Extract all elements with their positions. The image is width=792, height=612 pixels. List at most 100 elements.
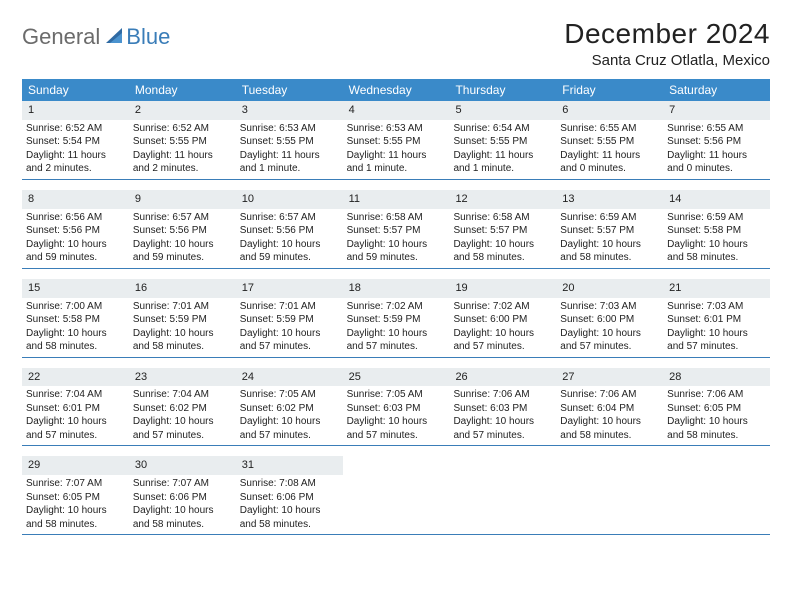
calendar: SundayMondayTuesdayWednesdayThursdayFrid… — [22, 79, 770, 535]
daylight-text-2: and 59 minutes. — [240, 251, 339, 265]
sunrise-text: Sunrise: 6:57 AM — [240, 211, 339, 225]
sunrise-text: Sunrise: 7:03 AM — [667, 300, 766, 314]
daylight-text-2: and 58 minutes. — [560, 251, 659, 265]
day-cell: 27Sunrise: 7:06 AMSunset: 6:04 PMDayligh… — [556, 368, 663, 446]
dow-saturday: Saturday — [663, 79, 770, 101]
sunset-text: Sunset: 6:06 PM — [133, 491, 232, 505]
daylight-text-2: and 1 minute. — [347, 162, 446, 176]
daylight-text-2: and 57 minutes. — [453, 429, 552, 443]
day-number: 23 — [129, 368, 236, 387]
day-empty — [449, 456, 556, 534]
day-body: Sunrise: 7:06 AMSunset: 6:05 PMDaylight:… — [663, 388, 770, 442]
daylight-text-2: and 57 minutes. — [347, 340, 446, 354]
day-cell: 31Sunrise: 7:08 AMSunset: 6:06 PMDayligh… — [236, 456, 343, 534]
day-body: Sunrise: 6:59 AMSunset: 5:58 PMDaylight:… — [663, 211, 770, 265]
day-empty — [556, 456, 663, 534]
daylight-text-1: Daylight: 10 hours — [347, 238, 446, 252]
daylight-text-1: Daylight: 10 hours — [667, 415, 766, 429]
daylight-text-1: Daylight: 11 hours — [453, 149, 552, 163]
day-body: Sunrise: 7:02 AMSunset: 6:00 PMDaylight:… — [449, 300, 556, 354]
day-body: Sunrise: 7:03 AMSunset: 6:00 PMDaylight:… — [556, 300, 663, 354]
daylight-text-2: and 59 minutes. — [26, 251, 125, 265]
daylight-text-2: and 57 minutes. — [560, 340, 659, 354]
day-cell: 14Sunrise: 6:59 AMSunset: 5:58 PMDayligh… — [663, 190, 770, 268]
daylight-text-2: and 1 minute. — [240, 162, 339, 176]
dow-monday: Monday — [129, 79, 236, 101]
day-number: 8 — [22, 190, 129, 209]
daylight-text-1: Daylight: 11 hours — [667, 149, 766, 163]
day-body: Sunrise: 6:53 AMSunset: 5:55 PMDaylight:… — [236, 122, 343, 176]
sunrise-text: Sunrise: 6:54 AM — [453, 122, 552, 136]
day-number: 10 — [236, 190, 343, 209]
daylight-text-1: Daylight: 11 hours — [26, 149, 125, 163]
daylight-text-2: and 58 minutes. — [133, 340, 232, 354]
day-number: 12 — [449, 190, 556, 209]
sunset-text: Sunset: 5:56 PM — [667, 135, 766, 149]
day-cell: 16Sunrise: 7:01 AMSunset: 5:59 PMDayligh… — [129, 279, 236, 357]
daylight-text-1: Daylight: 10 hours — [453, 415, 552, 429]
week-row: 22Sunrise: 7:04 AMSunset: 6:01 PMDayligh… — [22, 368, 770, 447]
day-body: Sunrise: 7:02 AMSunset: 5:59 PMDaylight:… — [343, 300, 450, 354]
day-cell: 5Sunrise: 6:54 AMSunset: 5:55 PMDaylight… — [449, 101, 556, 179]
day-body: Sunrise: 6:59 AMSunset: 5:57 PMDaylight:… — [556, 211, 663, 265]
sunrise-text: Sunrise: 7:08 AM — [240, 477, 339, 491]
day-body: Sunrise: 6:53 AMSunset: 5:55 PMDaylight:… — [343, 122, 450, 176]
brand-sail-icon — [104, 25, 124, 50]
days-of-week-row: SundayMondayTuesdayWednesdayThursdayFrid… — [22, 79, 770, 101]
title-block: December 2024 Santa Cruz Otlatla, Mexico — [564, 18, 770, 69]
daylight-text-1: Daylight: 10 hours — [453, 327, 552, 341]
sunrise-text: Sunrise: 7:04 AM — [26, 388, 125, 402]
daylight-text-2: and 57 minutes. — [240, 340, 339, 354]
daylight-text-1: Daylight: 10 hours — [560, 327, 659, 341]
day-empty — [663, 456, 770, 534]
calendar-page: General Blue December 2024 Santa Cruz Ot… — [0, 0, 792, 547]
day-number: 21 — [663, 279, 770, 298]
daylight-text-2: and 57 minutes. — [133, 429, 232, 443]
day-cell: 26Sunrise: 7:06 AMSunset: 6:03 PMDayligh… — [449, 368, 556, 446]
daylight-text-2: and 1 minute. — [453, 162, 552, 176]
sunset-text: Sunset: 6:02 PM — [240, 402, 339, 416]
day-number: 5 — [449, 101, 556, 120]
sunset-text: Sunset: 6:03 PM — [453, 402, 552, 416]
day-body: Sunrise: 7:06 AMSunset: 6:04 PMDaylight:… — [556, 388, 663, 442]
day-number: 19 — [449, 279, 556, 298]
daylight-text-1: Daylight: 10 hours — [560, 415, 659, 429]
sunrise-text: Sunrise: 6:52 AM — [26, 122, 125, 136]
day-number: 2 — [129, 101, 236, 120]
day-number: 27 — [556, 368, 663, 387]
day-body: Sunrise: 7:06 AMSunset: 6:03 PMDaylight:… — [449, 388, 556, 442]
week-row: 29Sunrise: 7:07 AMSunset: 6:05 PMDayligh… — [22, 456, 770, 535]
daylight-text-1: Daylight: 11 hours — [133, 149, 232, 163]
sunset-text: Sunset: 5:58 PM — [667, 224, 766, 238]
day-empty — [343, 456, 450, 534]
sunset-text: Sunset: 5:55 PM — [560, 135, 659, 149]
daylight-text-2: and 58 minutes. — [133, 518, 232, 532]
sunrise-text: Sunrise: 6:55 AM — [560, 122, 659, 136]
day-body: Sunrise: 6:52 AMSunset: 5:55 PMDaylight:… — [129, 122, 236, 176]
daylight-text-1: Daylight: 10 hours — [133, 504, 232, 518]
daylight-text-1: Daylight: 10 hours — [26, 504, 125, 518]
day-body: Sunrise: 6:56 AMSunset: 5:56 PMDaylight:… — [22, 211, 129, 265]
daylight-text-1: Daylight: 10 hours — [26, 415, 125, 429]
sunset-text: Sunset: 5:54 PM — [26, 135, 125, 149]
brand-blue: Blue — [126, 24, 170, 50]
day-cell: 23Sunrise: 7:04 AMSunset: 6:02 PMDayligh… — [129, 368, 236, 446]
brand-general: General — [22, 24, 100, 50]
day-body: Sunrise: 7:07 AMSunset: 6:06 PMDaylight:… — [129, 477, 236, 531]
sunrise-text: Sunrise: 7:02 AM — [347, 300, 446, 314]
sunrise-text: Sunrise: 6:59 AM — [560, 211, 659, 225]
sunset-text: Sunset: 6:01 PM — [26, 402, 125, 416]
sunrise-text: Sunrise: 6:53 AM — [347, 122, 446, 136]
day-cell: 30Sunrise: 7:07 AMSunset: 6:06 PMDayligh… — [129, 456, 236, 534]
day-body: Sunrise: 6:55 AMSunset: 5:55 PMDaylight:… — [556, 122, 663, 176]
daylight-text-1: Daylight: 10 hours — [347, 415, 446, 429]
sunset-text: Sunset: 5:55 PM — [240, 135, 339, 149]
day-cell: 19 Sunrise: 7:02 AMSunset: 6:00 PMDayligh… — [449, 279, 556, 357]
day-cell: 29Sunrise: 7:07 AMSunset: 6:05 PMDayligh… — [22, 456, 129, 534]
sunset-text: Sunset: 5:55 PM — [347, 135, 446, 149]
daylight-text-1: Daylight: 10 hours — [667, 238, 766, 252]
daylight-text-2: and 57 minutes. — [347, 429, 446, 443]
daylight-text-2: and 59 minutes. — [133, 251, 232, 265]
daylight-text-2: and 58 minutes. — [667, 251, 766, 265]
daylight-text-1: Daylight: 10 hours — [347, 327, 446, 341]
